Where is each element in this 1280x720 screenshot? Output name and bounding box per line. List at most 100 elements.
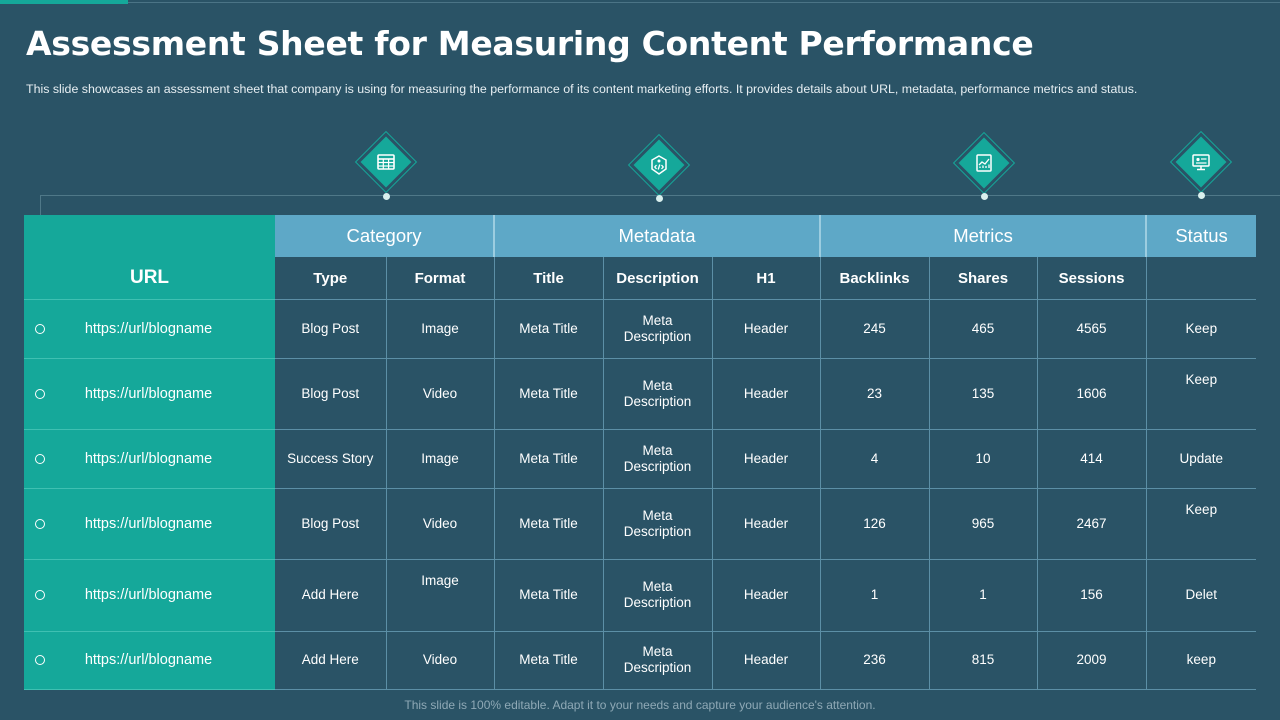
- url-cell: https://url/blogname: [24, 559, 275, 632]
- backlinks-cell: 23: [820, 358, 930, 430]
- sessions-cell: 414: [1037, 429, 1147, 489]
- page-title: Assessment Sheet for Measuring Content P…: [26, 24, 1034, 63]
- connector-dot: [656, 195, 663, 202]
- h1-cell: Header: [712, 559, 821, 632]
- sessions-cell: 2009: [1037, 631, 1147, 690]
- column-header-description: Description: [603, 257, 713, 300]
- format-cell: Video: [386, 358, 495, 430]
- sessions-cell: 1606: [1037, 358, 1147, 430]
- url-link[interactable]: https://url/blogname: [84, 385, 213, 402]
- type-cell: Blog Post: [275, 299, 387, 359]
- url-header-spacer: [24, 215, 275, 257]
- table-row: https://url/blogname Blog Post Video Met…: [24, 488, 1257, 560]
- type-cell: Blog Post: [275, 358, 387, 430]
- sessions-cell: 4565: [1037, 299, 1147, 359]
- group-header-row: Category Metadata Metrics Status: [24, 215, 1257, 257]
- column-header-sessions: Sessions: [1037, 257, 1147, 300]
- description-cell: Meta Description: [603, 358, 713, 430]
- backlinks-cell: 126: [820, 488, 930, 560]
- description-cell: Meta Description: [603, 429, 713, 489]
- top-accent-bar: [0, 0, 128, 4]
- chart-monitor-icon: [958, 137, 1010, 189]
- url-cell: https://url/blogname: [24, 429, 275, 489]
- status-cell: Keep: [1146, 488, 1257, 560]
- url-link[interactable]: https://url/blogname: [84, 652, 213, 669]
- table-row: https://url/blogname Add Here Video Meta…: [24, 631, 1257, 690]
- status-cell: Update: [1146, 429, 1257, 489]
- format-cell: Image: [386, 559, 495, 632]
- url-cell: https://url/blogname: [24, 631, 275, 690]
- connector-dot: [1198, 192, 1205, 199]
- description-cell: Meta Description: [603, 299, 713, 359]
- group-header-metrics: Metrics: [820, 215, 1148, 257]
- column-header-shares: Shares: [929, 257, 1038, 300]
- group-header-category: Category: [275, 215, 496, 257]
- backlinks-cell: 245: [820, 299, 930, 359]
- table-row: https://url/blogname Add Here Image Meta…: [24, 559, 1257, 632]
- shares-cell: 965: [929, 488, 1038, 560]
- url-cell: https://url/blogname: [24, 488, 275, 560]
- h1-cell: Header: [712, 631, 821, 690]
- table-row: https://url/blogname Success Story Image…: [24, 429, 1257, 489]
- h1-cell: Header: [712, 488, 821, 560]
- url-link[interactable]: https://url/blogname: [84, 515, 213, 532]
- table-row: https://url/blogname Blog Post Image Met…: [24, 299, 1257, 359]
- connector-dot: [981, 193, 988, 200]
- column-header-status-blank: [1146, 257, 1257, 300]
- shares-cell: 135: [929, 358, 1038, 430]
- shares-cell: 10: [929, 429, 1038, 489]
- shares-cell: 465: [929, 299, 1038, 359]
- group-header-status: Status: [1146, 215, 1257, 257]
- column-header-h1: H1: [712, 257, 821, 300]
- status-cell: Keep: [1146, 299, 1257, 359]
- backlinks-cell: 236: [820, 631, 930, 690]
- format-cell: Video: [386, 488, 495, 560]
- format-cell: Video: [386, 631, 495, 690]
- h1-cell: Header: [712, 299, 821, 359]
- top-divider-line: [128, 2, 1280, 3]
- assessment-table: Category Metadata Metrics Status URL Typ…: [24, 215, 1257, 690]
- column-header-row: URL Type Format Title Description H1 Bac…: [24, 257, 1257, 300]
- shares-cell: 815: [929, 631, 1038, 690]
- bullet-circle-icon: [35, 323, 45, 334]
- column-header-title: Title: [494, 257, 604, 300]
- title-cell: Meta Title: [494, 358, 604, 430]
- title-cell: Meta Title: [494, 429, 604, 489]
- shares-cell: 1: [929, 559, 1038, 632]
- bullet-circle-icon: [35, 388, 45, 399]
- status-cell: keep: [1146, 631, 1257, 690]
- h1-cell: Header: [712, 358, 821, 430]
- column-header-type: Type: [275, 257, 387, 300]
- sessions-cell: 156: [1037, 559, 1147, 632]
- format-cell: Image: [386, 299, 495, 359]
- type-cell: Add Here: [275, 631, 387, 690]
- connector-line-vertical: [40, 195, 41, 215]
- footer-note: This slide is 100% editable. Adapt it to…: [404, 698, 876, 712]
- type-cell: Blog Post: [275, 488, 387, 560]
- bullet-circle-icon: [35, 590, 45, 601]
- title-cell: Meta Title: [494, 488, 604, 560]
- code-tag-icon: [633, 139, 685, 191]
- type-cell: Success Story: [275, 429, 387, 489]
- description-cell: Meta Description: [603, 488, 713, 560]
- column-header-url: URL: [24, 257, 275, 300]
- url-link[interactable]: https://url/blogname: [84, 587, 213, 604]
- page-subtitle: This slide showcases an assessment sheet…: [26, 82, 1138, 96]
- description-cell: Meta Description: [603, 631, 713, 690]
- column-header-backlinks: Backlinks: [820, 257, 930, 300]
- group-header-metadata: Metadata: [494, 215, 822, 257]
- backlinks-cell: 1: [820, 559, 930, 632]
- url-link[interactable]: https://url/blogname: [84, 450, 213, 467]
- status-cell: Delet: [1146, 559, 1257, 632]
- sessions-cell: 2467: [1037, 488, 1147, 560]
- url-link[interactable]: https://url/blogname: [84, 320, 213, 337]
- bullet-circle-icon: [35, 655, 45, 666]
- column-header-format: Format: [386, 257, 495, 300]
- connector-dot: [383, 193, 390, 200]
- title-cell: Meta Title: [494, 559, 604, 632]
- bullet-circle-icon: [35, 518, 45, 529]
- description-cell: Meta Description: [603, 559, 713, 632]
- title-cell: Meta Title: [494, 631, 604, 690]
- calendar-table-icon: [360, 136, 412, 188]
- title-cell: Meta Title: [494, 299, 604, 359]
